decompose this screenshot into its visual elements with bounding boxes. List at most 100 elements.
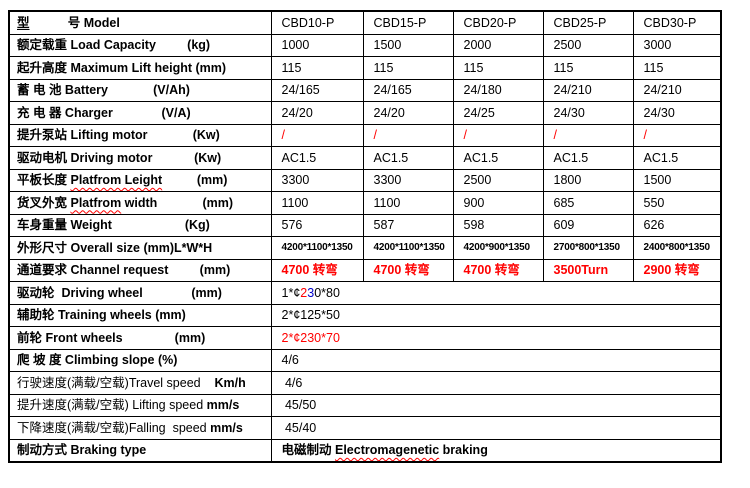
table-row-weight: 车身重量 Weight (Kg) 576 587 598 609 626 bbox=[8, 213, 722, 237]
text-part: 号 bbox=[67, 15, 84, 30]
cell-load-capacity-col1: 1000 bbox=[270, 33, 364, 57]
cell-charger-col4: 24/30 bbox=[542, 101, 634, 125]
text-part: Braking type bbox=[70, 443, 147, 457]
cell-lifting-speed-merged: 45/50 bbox=[270, 393, 722, 417]
cell-max-lift-height-col3: 115 bbox=[452, 56, 544, 80]
row-label-load-capacity: 额定载重 Load Capacity (kg) bbox=[8, 33, 272, 57]
text-part: 4/6 bbox=[281, 353, 299, 367]
table-row-battery: 蓄 电 池 Battery (V/Ah) 24/165 24/165 24/180 24… bbox=[8, 78, 722, 102]
cell-driving-motor-col5: AC1.5 bbox=[632, 146, 722, 170]
table-row-lifting-motor: 提升泵站 Lifting motor (Kw) / / / / / bbox=[8, 123, 722, 147]
cell-load-capacity-col5: 3000 bbox=[632, 33, 722, 57]
cell-weight-col3: 598 bbox=[452, 213, 544, 237]
cell-driving-wheel-merged: 1*¢230*80 bbox=[270, 281, 722, 305]
row-label-overall-size: 外形尺寸 Overall size (mm)L*W*H bbox=[8, 236, 272, 260]
text-part: 行驶速度(满载/空载) bbox=[17, 375, 129, 390]
text-part: (Kw) bbox=[147, 128, 220, 142]
table-row-braking-type: 制动方式 Braking type 电磁制动 Electromagenetic b… bbox=[8, 438, 722, 463]
row-label-weight: 车身重量 Weight (Kg) bbox=[8, 213, 272, 237]
text-part: 提升速度(满载/空载) bbox=[17, 398, 133, 412]
cell-charger-col3: 24/25 bbox=[452, 101, 544, 125]
row-label-lifting-motor: 提升泵站 Lifting motor (Kw) bbox=[8, 123, 272, 147]
cell-charger-col1: 24/20 bbox=[270, 101, 364, 125]
text-part: 4/6 bbox=[281, 375, 303, 390]
cell-platform-width-col5: 550 bbox=[632, 191, 722, 215]
row-label-channel-request: 通道要求 Channel request (mm) bbox=[8, 258, 272, 282]
table-row-lifting-speed: 提升速度(满载/空载) Lifting speed mm/s 45/50 bbox=[8, 393, 722, 417]
cell-platform-length-col1: 3300 bbox=[270, 168, 364, 192]
text-part: Load Capacity bbox=[70, 38, 156, 52]
cell-overall-size-col2: 4200*1100*1350 bbox=[362, 236, 454, 260]
cell-max-lift-height-col2: 115 bbox=[362, 56, 454, 80]
cell-charger-col5: 24/30 bbox=[632, 101, 722, 125]
text-part: Front wheels bbox=[45, 330, 123, 345]
text-part: Lifting speed bbox=[132, 398, 207, 412]
table-row-load-capacity: 额定载重 Load Capacity (kg) 1000 1500 2000 2500 3… bbox=[8, 33, 722, 57]
cell-model-col1: CBD10-P bbox=[270, 10, 364, 35]
cell-overall-size-col5: 2400*800*1350 bbox=[632, 236, 722, 260]
cell-channel-request-col4: 3500Turn bbox=[542, 258, 634, 282]
text-part bbox=[30, 16, 68, 30]
row-label-travel-speed: 行驶速度(满载/空载)Travel speed Km/h bbox=[8, 371, 272, 395]
cell-load-capacity-col4: 2500 bbox=[542, 33, 634, 57]
text-part: 制动方式 bbox=[17, 443, 71, 457]
text-part: (mm) bbox=[122, 330, 206, 345]
text-part: 充 电 器 bbox=[17, 105, 65, 120]
cell-platform-width-col4: 685 bbox=[542, 191, 634, 215]
text-part: 驱动电机 bbox=[17, 150, 71, 165]
table-row-training-wheels: 辅助轮 Training wheels (mm) 2*¢125*50 bbox=[8, 303, 722, 327]
text-part: Battery bbox=[64, 83, 108, 97]
text-part: mm/s bbox=[206, 398, 240, 412]
text-part: (V/Ah) bbox=[108, 83, 190, 97]
text-part: (kg) bbox=[155, 38, 211, 52]
cell-overall-size-col4: 2700*800*1350 bbox=[542, 236, 634, 260]
text-part: Maximum Lift height (mm) bbox=[70, 60, 227, 75]
cell-lifting-motor-col3: / bbox=[452, 123, 544, 147]
row-label-platform-width: 货叉外宽 Platfrom width (mm) bbox=[8, 191, 272, 215]
text-part: 起升高度 bbox=[17, 60, 71, 75]
row-label-driving-motor: 驱动电机 Driving motor (Kw) bbox=[8, 146, 272, 170]
cell-model-col4: CBD25-P bbox=[542, 10, 634, 35]
cell-platform-length-col4: 1800 bbox=[542, 168, 634, 192]
cell-model-col3: CBD20-P bbox=[452, 10, 544, 35]
table-row-falling-speed: 下降速度(满载/空载)Falling speed mm/s 45/40 bbox=[8, 416, 722, 440]
text-part: 通道要求 bbox=[17, 263, 71, 277]
cell-front-wheels-merged: 2*¢230*70 bbox=[270, 326, 722, 350]
row-label-lifting-speed: 提升速度(满载/空载) Lifting speed mm/s bbox=[8, 393, 272, 417]
text-part: 前轮 bbox=[17, 330, 46, 345]
text-part: Driving wheel bbox=[61, 285, 143, 300]
text-part: (mm) bbox=[157, 195, 233, 210]
text-part: Weight bbox=[70, 218, 112, 232]
text-part: 2*¢230*70 bbox=[281, 330, 340, 345]
cell-load-capacity-col3: 2000 bbox=[452, 33, 544, 57]
row-label-platform-length: 平板长度 Platfrom Leight (mm) bbox=[8, 168, 272, 192]
cell-driving-motor-col2: AC1.5 bbox=[362, 146, 454, 170]
table-row-driving-wheel: 驱动轮 Driving wheel (mm) 1*¢230*80 bbox=[8, 281, 722, 305]
cell-platform-width-col3: 900 bbox=[452, 191, 544, 215]
text-part: Travel speed bbox=[128, 375, 201, 390]
cell-platform-length-col5: 1500 bbox=[632, 168, 722, 192]
cell-battery-col3: 24/180 bbox=[452, 78, 544, 102]
cell-braking-type-merged: 电磁制动 Electromagenetic braking bbox=[270, 438, 722, 463]
cell-max-lift-height-col4: 115 bbox=[542, 56, 634, 80]
text-part: Platfrom Leight bbox=[70, 173, 163, 187]
text-part: Km/h bbox=[214, 375, 246, 390]
row-label-falling-speed: 下降速度(满载/空载)Falling speed mm/s bbox=[8, 416, 272, 440]
cell-falling-speed-merged: 45/40 bbox=[270, 416, 722, 440]
table-row-max-lift-height: 起升高度 Maximum Lift height (mm) 115 115 115 11… bbox=[8, 56, 722, 80]
row-label-model: 型 号 Model bbox=[8, 10, 272, 35]
text-part: 外形尺寸 bbox=[17, 240, 71, 255]
text-part: 45/50 bbox=[281, 398, 317, 412]
row-label-charger: 充 电 器 Charger (V/A) bbox=[8, 101, 272, 125]
table-row-platform-width: 货叉外宽 Platfrom width (mm) 1100 1100 900 685 55… bbox=[8, 191, 722, 215]
text-part bbox=[201, 376, 215, 390]
text-part: width bbox=[121, 195, 158, 210]
cell-overall-size-col1: 4200*1100*1350 bbox=[270, 236, 364, 260]
text-part: Electromagenetic bbox=[334, 443, 440, 457]
row-label-battery: 蓄 电 池 Battery (V/Ah) bbox=[8, 78, 272, 102]
cell-battery-col5: 24/210 bbox=[632, 78, 722, 102]
table-row-model: 型 号 Model CBD10-P CBD15-P CBD20-P CBD25-P CBD… bbox=[8, 10, 722, 35]
text-part: 下降速度(满载/空载) bbox=[17, 420, 129, 435]
text-part: 车身重量 bbox=[17, 218, 71, 232]
text-part: 45/40 bbox=[281, 420, 317, 435]
